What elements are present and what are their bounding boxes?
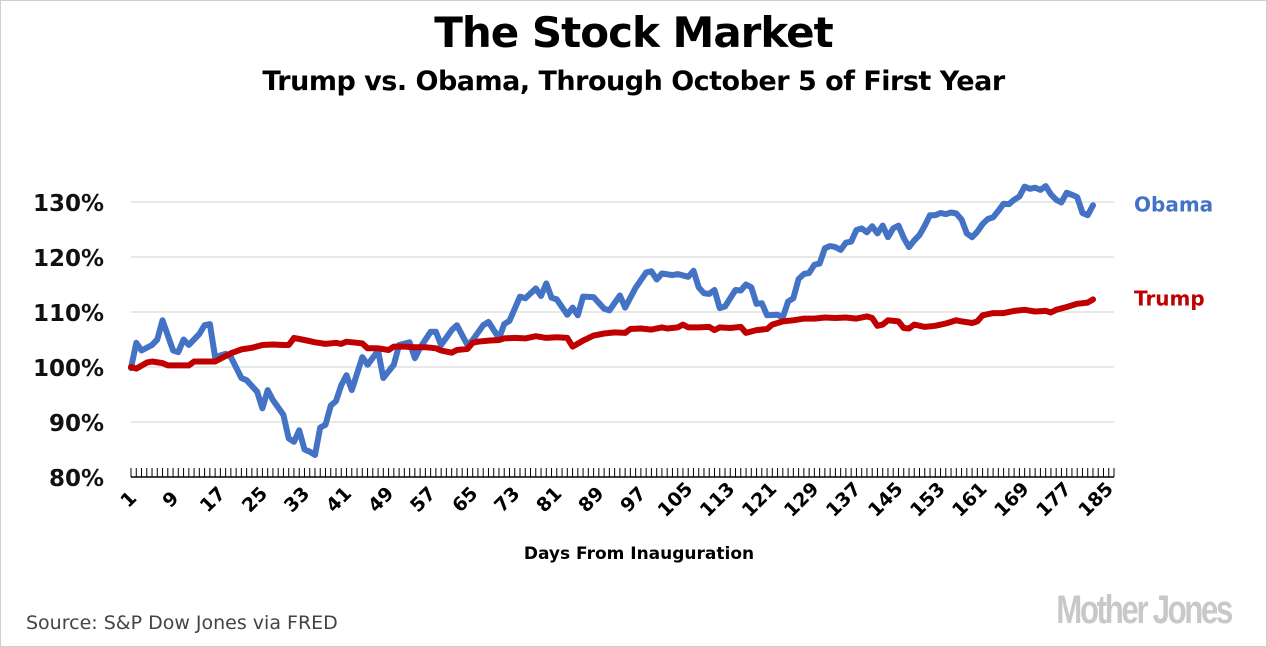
x-tick-label: 1	[116, 487, 141, 512]
brand-logo: Mother Jones	[1056, 588, 1233, 632]
x-tick-label: 17	[196, 483, 230, 517]
chart-title: The Stock Market	[434, 8, 834, 57]
x-axis-tick-labels: 1 9 17 25 33 41 49 57 65 73 81 89 97 1051131211291371…	[116, 478, 1117, 522]
x-tick-label: 137	[822, 478, 866, 522]
x-tick-label: 169	[990, 478, 1034, 522]
x-axis	[130, 468, 1115, 478]
x-tick-label: 33	[280, 483, 314, 517]
legend: Obama Trump	[1134, 192, 1213, 310]
x-tick-label: 9	[158, 487, 183, 512]
y-tick-label: 90%	[49, 411, 104, 437]
x-tick-label: 81	[532, 483, 566, 517]
y-tick-label: 110%	[33, 301, 104, 327]
y-tick-label: 80%	[49, 466, 104, 492]
x-axis-label: Days From Inauguration	[524, 544, 754, 564]
x-tick-label: 65	[448, 483, 482, 517]
y-tick-label: 100%	[33, 356, 104, 382]
x-tick-label: 177	[1032, 478, 1076, 522]
y-axis-tick-labels: 80% 90% 100% 110% 120% 130%	[33, 191, 104, 492]
x-tick-label: 89	[574, 483, 608, 517]
x-tick-label: 161	[948, 478, 992, 522]
x-tick-label: 145	[864, 478, 908, 522]
x-tick-label: 105	[654, 478, 698, 522]
chart-subtitle: Trump vs. Obama, Through October 5 of Fi…	[262, 66, 1005, 97]
x-tick-label: 97	[616, 483, 650, 517]
source-note: Source: S&P Dow Jones via FRED	[26, 612, 338, 634]
x-tick-label: 153	[906, 478, 950, 522]
y-tick-label: 120%	[33, 246, 104, 272]
x-tick-label: 121	[738, 478, 782, 522]
series-line-obama	[128, 183, 1096, 458]
series-line-trump	[128, 296, 1096, 372]
y-tick-label: 130%	[33, 191, 104, 217]
x-tick-label: 57	[406, 483, 440, 517]
x-tick-label: 113	[696, 478, 740, 522]
gridlines	[131, 201, 1114, 423]
x-tick-label: 185	[1074, 478, 1118, 522]
x-tick-label: 49	[364, 483, 398, 517]
x-tick-label: 25	[238, 483, 272, 517]
series-lines	[128, 183, 1096, 458]
x-tick-label: 73	[490, 483, 524, 517]
x-tick-label: 41	[322, 483, 356, 517]
legend-label-trump: Trump	[1134, 286, 1205, 310]
x-tick-label: 129	[780, 478, 824, 522]
legend-label-obama: Obama	[1134, 192, 1213, 216]
